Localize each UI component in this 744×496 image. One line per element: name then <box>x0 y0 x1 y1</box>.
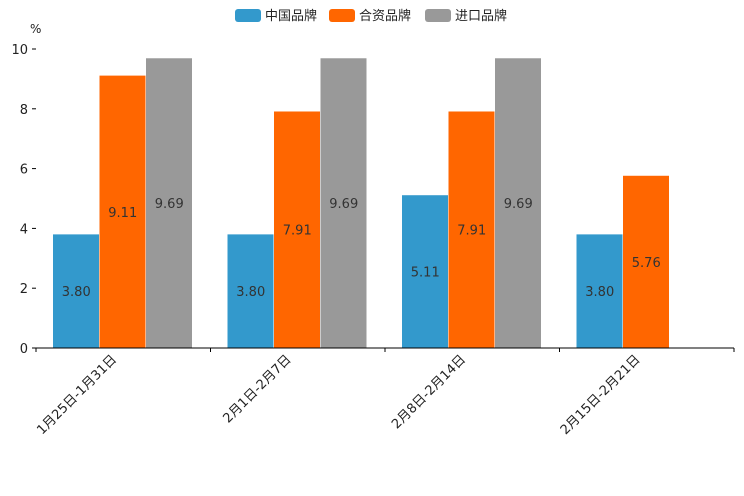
data-labels: 3.80 3.80 5.11 3.80 9.11 7.91 7.91 5.76 9.69 9.69… <box>62 197 661 300</box>
data-label-3-3: 9.69 <box>504 197 533 212</box>
legend-swatch <box>425 9 451 22</box>
legend-label: 进口品牌 <box>455 8 507 24</box>
x-tick-label: 2月1日-2月7日 <box>220 352 294 426</box>
y-axis-unit-label: % <box>30 22 41 36</box>
data-label-1-2: 3.80 <box>236 285 265 300</box>
y-axis: 0 2 4 6 8 10 <box>11 43 36 357</box>
bar-1-3 <box>402 195 448 348</box>
bar-3-2 <box>320 58 367 348</box>
y-tick-label: 4 <box>20 222 28 237</box>
x-axis: 1月25日-1月31日 2月1日-2月7日 2月8日-2月14日 2月15日-2月21… <box>34 347 735 438</box>
legend-swatch <box>235 9 261 22</box>
y-tick-label: 8 <box>20 103 28 118</box>
y-tick-label: 0 <box>20 342 28 357</box>
bar-1-2 <box>227 234 274 348</box>
bar-2-2 <box>274 111 320 348</box>
bar-2-4 <box>623 175 669 348</box>
data-label-2-3: 7.91 <box>457 224 486 239</box>
x-tick-label: 1月25日-1月31日 <box>34 352 120 438</box>
legend-label: 中国品牌 <box>265 8 317 24</box>
data-label-1-1: 3.80 <box>62 285 91 300</box>
data-label-2-1: 9.11 <box>108 206 137 221</box>
legend-label: 合资品牌 <box>359 8 411 24</box>
bars <box>53 58 669 349</box>
x-tick-label: 2月15日-2月21日 <box>558 352 644 438</box>
bar-1-4 <box>576 234 623 348</box>
x-tick-label: 2月8日-2月14日 <box>389 352 469 432</box>
legend: 中国品牌 合资品牌 进口品牌 <box>235 8 507 24</box>
legend-swatch <box>329 9 355 22</box>
bar-3-3 <box>495 58 541 348</box>
data-label-1-3: 5.11 <box>411 266 440 281</box>
y-tick-label: 2 <box>20 282 28 297</box>
data-label-3-2: 9.69 <box>329 197 358 212</box>
data-label-1-4: 3.80 <box>585 285 614 300</box>
data-label-3-1: 9.69 <box>155 197 184 212</box>
bar-2-1 <box>99 75 146 349</box>
data-label-2-4: 5.76 <box>632 256 661 271</box>
bar-1-1 <box>53 234 99 348</box>
data-label-2-2: 7.91 <box>283 224 312 239</box>
bar-3-1 <box>146 58 192 348</box>
y-tick-label: 10 <box>11 43 28 58</box>
y-tick-label: 6 <box>20 163 28 178</box>
bar-2-3 <box>448 111 495 348</box>
